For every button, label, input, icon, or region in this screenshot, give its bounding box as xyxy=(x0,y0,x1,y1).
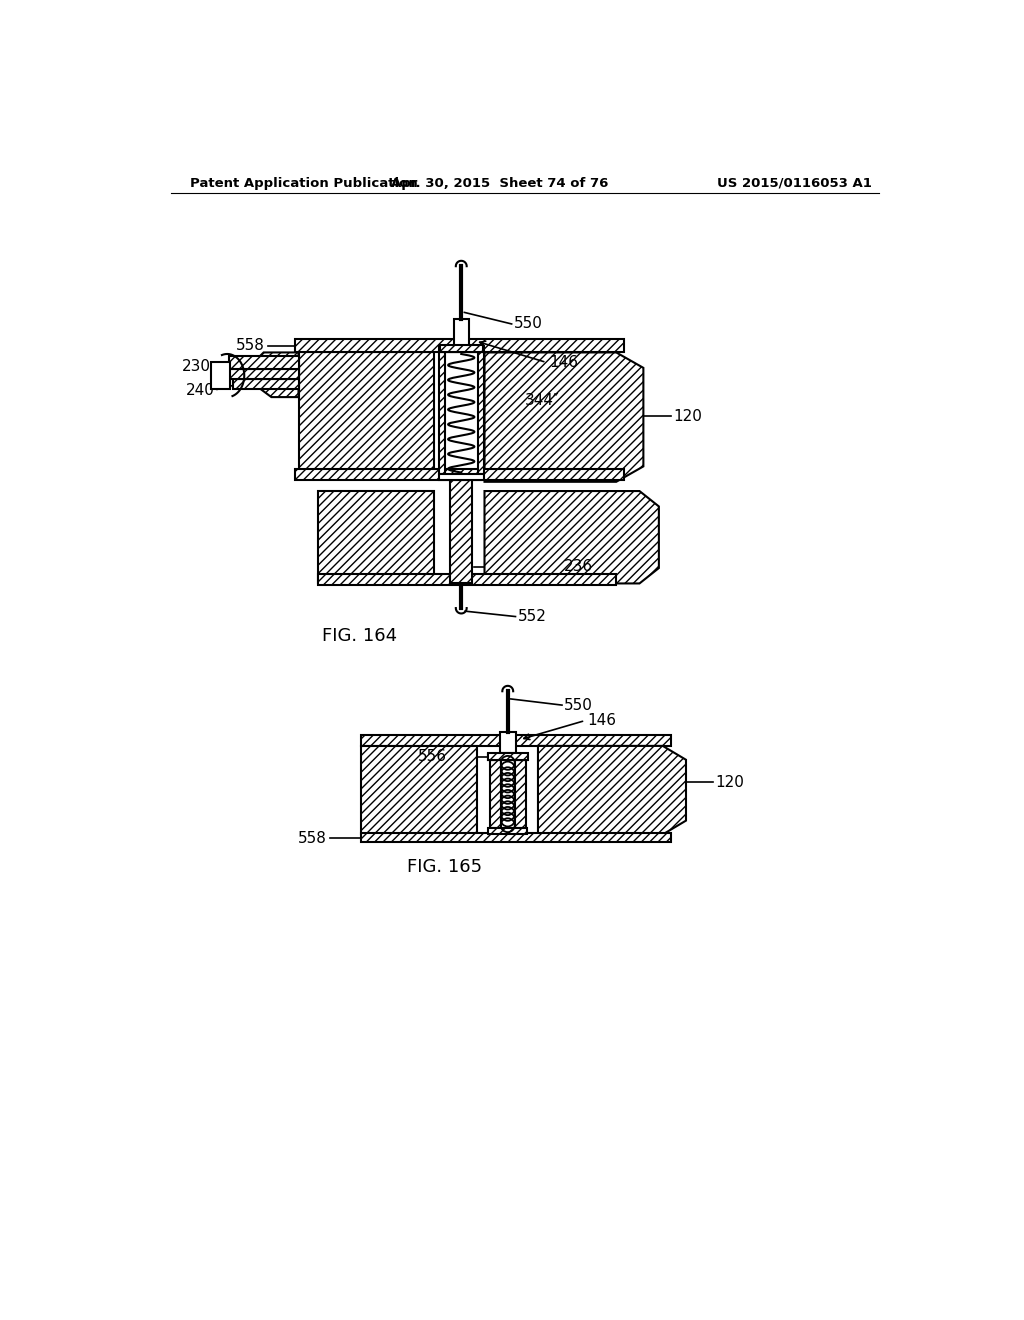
Text: 552: 552 xyxy=(518,609,547,624)
Text: US 2015/0116053 A1: US 2015/0116053 A1 xyxy=(717,177,872,190)
Text: 556: 556 xyxy=(418,750,446,764)
Polygon shape xyxy=(538,746,686,834)
Text: 550: 550 xyxy=(514,317,543,331)
Bar xyxy=(317,574,616,585)
Text: 344″: 344″ xyxy=(524,393,559,408)
Text: 120: 120 xyxy=(673,409,701,424)
Bar xyxy=(500,733,515,752)
Polygon shape xyxy=(484,491,658,583)
Bar xyxy=(489,760,501,829)
Bar xyxy=(439,345,483,352)
Bar xyxy=(360,735,671,746)
Bar xyxy=(211,362,229,389)
Text: FIG. 165: FIG. 165 xyxy=(407,858,482,875)
Bar xyxy=(488,754,527,760)
Text: Patent Application Publication: Patent Application Publication xyxy=(190,177,418,190)
Text: 120: 120 xyxy=(716,775,744,789)
Text: 558: 558 xyxy=(237,338,265,352)
Text: 230: 230 xyxy=(182,359,211,374)
Bar xyxy=(295,339,624,352)
Text: 246: 246 xyxy=(232,367,261,381)
Bar xyxy=(451,480,472,583)
Text: 146: 146 xyxy=(588,713,616,729)
Text: 236: 236 xyxy=(564,558,594,574)
Bar xyxy=(228,355,299,370)
Text: 558: 558 xyxy=(298,830,328,846)
Bar xyxy=(515,760,525,829)
Bar xyxy=(317,491,434,583)
Text: FIG. 164: FIG. 164 xyxy=(322,627,397,644)
Bar xyxy=(299,352,434,474)
Text: 550: 550 xyxy=(564,697,593,713)
Bar xyxy=(438,474,483,480)
Polygon shape xyxy=(484,352,643,482)
Bar xyxy=(360,746,477,834)
Text: 146: 146 xyxy=(549,355,578,370)
Bar xyxy=(487,752,528,760)
Bar xyxy=(360,833,671,842)
Bar xyxy=(438,346,483,352)
Text: Apr. 30, 2015  Sheet 74 of 76: Apr. 30, 2015 Sheet 74 of 76 xyxy=(391,177,608,190)
Bar xyxy=(295,470,624,480)
Text: 556: 556 xyxy=(376,341,404,356)
Bar xyxy=(488,829,527,834)
Bar xyxy=(232,379,299,389)
Bar xyxy=(454,318,469,347)
Bar xyxy=(477,352,483,474)
Polygon shape xyxy=(256,352,299,397)
Text: 240: 240 xyxy=(186,383,215,399)
Bar xyxy=(438,352,445,474)
Bar xyxy=(221,370,299,379)
